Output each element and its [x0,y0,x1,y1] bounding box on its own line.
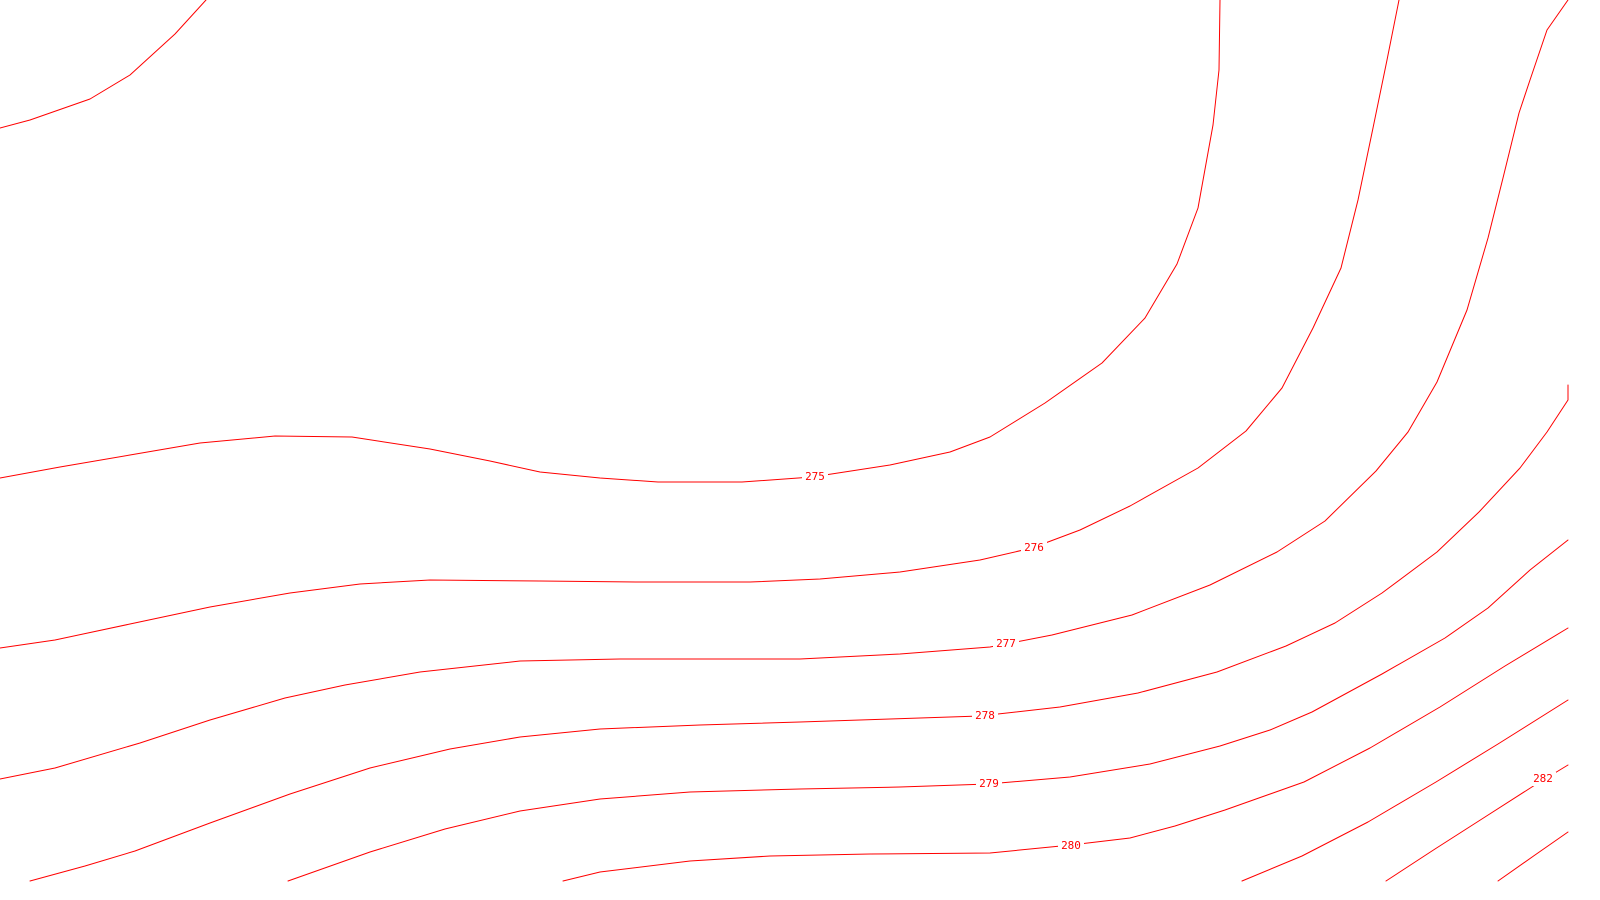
contour-line-276 [0,0,1400,649]
label-bg-275 [802,470,828,484]
contour-line-283-fragment [1497,831,1569,882]
contour-label-279: 279 [979,777,999,790]
contour-label-276: 276 [1024,541,1044,554]
contour-line-279 [287,539,1569,882]
contour-label-282: 282 [1533,772,1553,785]
contour-line-275 [0,0,1221,483]
contour-line-280 [562,627,1569,882]
label-bg-278 [972,709,998,723]
contour-line-277 [0,0,1569,780]
label-bg-276 [1021,541,1047,555]
contour-line-281 [1241,699,1569,882]
contour-line-274-top-left [0,0,207,129]
label-bg-277 [993,637,1019,651]
label-bg-280 [1058,839,1084,853]
contour-label-280: 280 [1061,839,1081,852]
label-bg-279 [976,777,1002,791]
contour-label-278: 278 [975,709,995,722]
contour-label-277: 277 [996,637,1016,650]
contour-label-275: 275 [805,470,825,483]
label-bg-282 [1530,772,1556,786]
